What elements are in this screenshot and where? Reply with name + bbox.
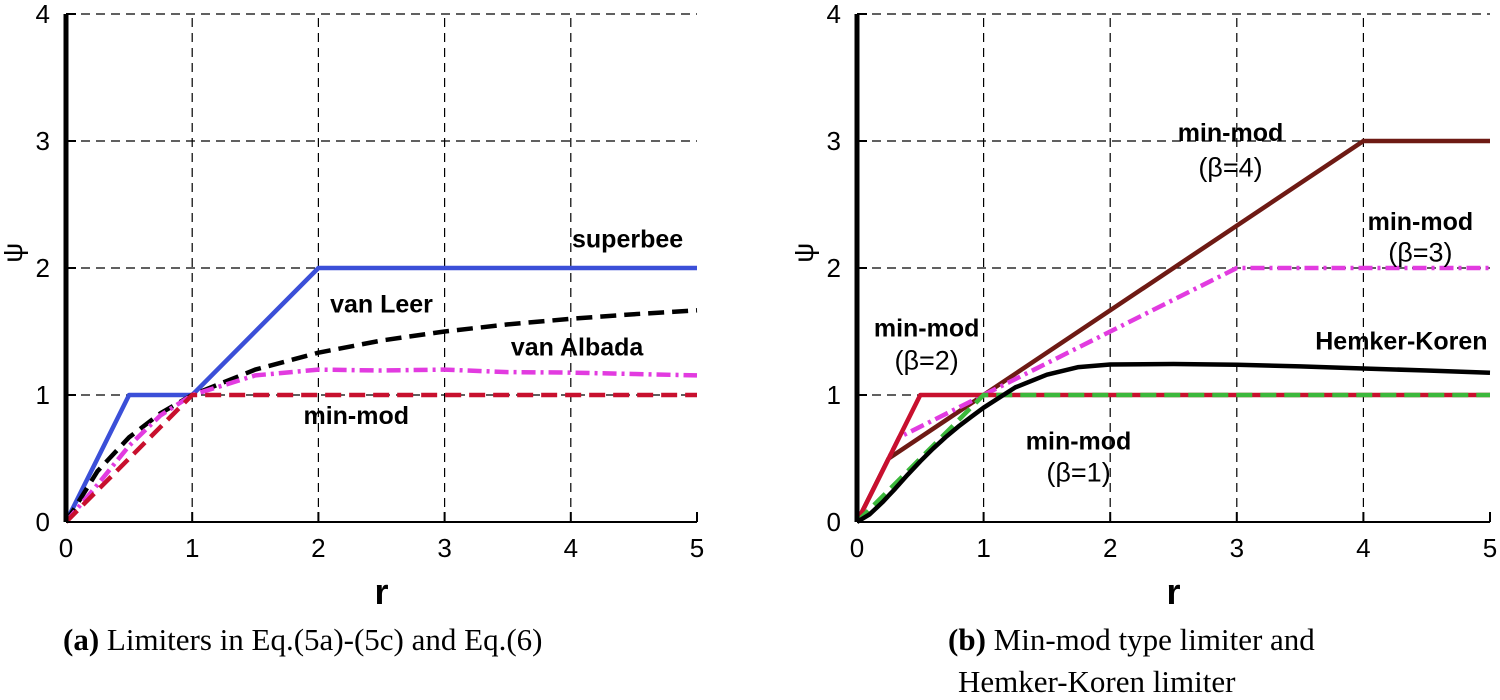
- x-tick-label: 3: [437, 533, 451, 563]
- y-tick-label: 2: [827, 253, 841, 283]
- x-axis-label: r: [1166, 571, 1180, 612]
- chart-a: 0 1 2 3 4 5 0 1 2 3 4 r ψ superbee van Leer van Albada m…: [0, 0, 704, 612]
- y-axis-label: ψ: [0, 243, 28, 263]
- caption-b-text: Min-mod type limiter and: [985, 622, 1315, 657]
- annotation-label: min-mod: [1026, 428, 1132, 456]
- caption-b-tag: (b): [948, 622, 986, 657]
- x-tick-label: 2: [311, 533, 325, 563]
- series-line: [64, 308, 698, 524]
- annotation-label: Hemker-Koren: [1315, 327, 1487, 355]
- annotation-label: min-mod: [303, 402, 409, 430]
- x-tick-label: 1: [976, 533, 990, 563]
- x-tick-label: 2: [1103, 533, 1117, 563]
- annotation-label: (β=2): [894, 346, 958, 376]
- annotation-label: min-mod: [1368, 208, 1474, 236]
- y-tick-label: 4: [827, 0, 841, 29]
- annotation-label: van Leer: [330, 290, 433, 318]
- y-tick-label: 0: [827, 507, 841, 537]
- chart-b: 0 1 2 3 4 501234rψmin-mod(β=4)min-mod(β=3)min…: [788, 0, 1497, 612]
- x-tick-label: 5: [1483, 533, 1497, 563]
- x-axis-label: r: [374, 571, 388, 612]
- caption-b: (b) Min-mod type limiter and: [948, 622, 1315, 658]
- annotation-label: (β=3): [1388, 238, 1452, 268]
- series-line: [855, 392, 1490, 524]
- x-tick-label: 0: [850, 533, 864, 563]
- x-tick-label: 3: [1230, 533, 1244, 563]
- caption-a: (a) Limiters in Eq.(5a)-(5c) and Eq.(6): [63, 622, 542, 658]
- y-tick-label: 4: [36, 0, 50, 29]
- x-tick-label: 0: [59, 533, 73, 563]
- y-tick-label: 0: [36, 507, 50, 537]
- caption-a-tag: (a): [63, 622, 100, 657]
- y-tick-label: 3: [36, 126, 50, 156]
- charts-svg: 0 1 2 3 4 5 0 1 2 3 4 r ψ superbee van Leer van Albada m…: [0, 0, 1497, 612]
- y-tick-label: 2: [36, 253, 50, 283]
- x-tick-label: 4: [564, 533, 578, 563]
- y-tick-label: 1: [827, 380, 841, 410]
- x-tick-label: 4: [1356, 533, 1370, 563]
- annotation-label: superbee: [572, 226, 683, 254]
- series-line: [64, 367, 698, 524]
- series-line: [64, 392, 697, 524]
- y-tick-label: 3: [827, 126, 841, 156]
- annotation-label: min-mod: [1178, 119, 1284, 147]
- y-axis-label: ψ: [788, 243, 819, 263]
- annotation-label: (β=1): [1046, 457, 1110, 487]
- caption-a-text: Limiters in Eq.(5a)-(5c) and Eq.(6): [99, 622, 543, 657]
- x-tick-label: 1: [185, 533, 199, 563]
- annotation-label: van Albada: [511, 334, 645, 362]
- annotation-label: (β=4): [1198, 153, 1262, 183]
- x-tick-label: 5: [690, 533, 704, 563]
- caption-b-line2: Hemker-Koren limiter: [958, 664, 1236, 699]
- series-line: [855, 361, 1491, 524]
- annotation-label: min-mod: [874, 315, 980, 343]
- y-tick-label: 1: [36, 380, 50, 410]
